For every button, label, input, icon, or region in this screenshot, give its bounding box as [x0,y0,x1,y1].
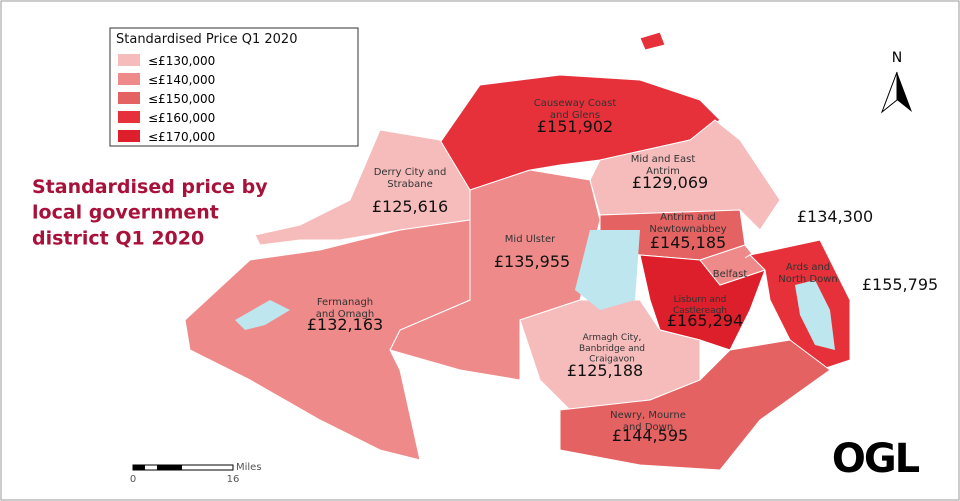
district-shape [254,129,471,246]
scale-frame [132,464,234,471]
district-price: £135,955 [494,252,570,271]
scale-unit: Miles [236,462,262,473]
legend-swatch [118,54,140,66]
district-price: £132,163 [307,315,383,334]
district-price: £129,069 [632,173,708,192]
legend-box [109,27,359,147]
lough-erne [235,300,290,330]
legend: Standardised Price Q1 2020 ≤£130,000 ≤£14… [109,27,359,147]
district-price: £145,185 [650,233,726,252]
legend-swatch [118,130,140,142]
districts [184,31,851,471]
district-price: £144,595 [612,426,688,445]
district-name: Mid Ulster [505,234,556,245]
lough-neagh [575,230,640,310]
district-name: Antrim and Newtownabbey [649,212,726,235]
district-name: Newry, Mourne and Down [610,410,686,433]
district-price: £134,300 [797,207,873,226]
ogl-logo: OGL [832,436,920,482]
district-name: Belfast [713,269,748,280]
district-name: Mid and East Antrim [631,154,696,177]
legend-swatch [118,73,140,85]
legend-label: ≤£130,000 [148,54,215,68]
legend-label: ≤£160,000 [148,111,215,125]
legend-label: ≤£170,000 [148,130,215,144]
legend-label: ≤£150,000 [148,92,215,106]
scale-start: 0 [130,474,136,485]
legend-swatch [118,111,140,123]
north-label: N [892,50,902,66]
arrow-right [897,72,912,112]
district-shape [559,339,831,471]
district-price: £125,188 [567,361,643,380]
district-price: £165,294 [667,311,743,330]
district-price: £151,902 [537,117,613,136]
strangford-lough [795,280,835,350]
scale-seg [157,465,182,470]
scale-seg [133,465,145,470]
district-shape [184,219,471,461]
north-arrow: N [880,50,912,114]
district-name: Fermanagh and Omagh [316,297,374,320]
title: Standardised price by local government dis… [32,176,268,249]
district-name: Causeway Coast and Glens [534,98,617,121]
district-price: £155,795 [862,275,938,294]
legend-title: Standardised Price Q1 2020 [116,32,297,47]
legend-label: ≤£140,000 [148,73,215,87]
leader-line [744,229,791,259]
legend-swatch [118,92,140,104]
district-name: Lisburn and Castlereagh [673,295,727,316]
island-shape [639,31,666,51]
scale-bar: Miles 0 16 [130,462,262,485]
district-name: Armagh City, Banbridge and Craigavon [579,333,645,365]
district-name: Derry City and Strabane [374,167,447,190]
scale-end: 16 [227,474,240,485]
district-name: Ards and North Down [778,262,837,285]
district-price: £125,616 [372,197,448,216]
